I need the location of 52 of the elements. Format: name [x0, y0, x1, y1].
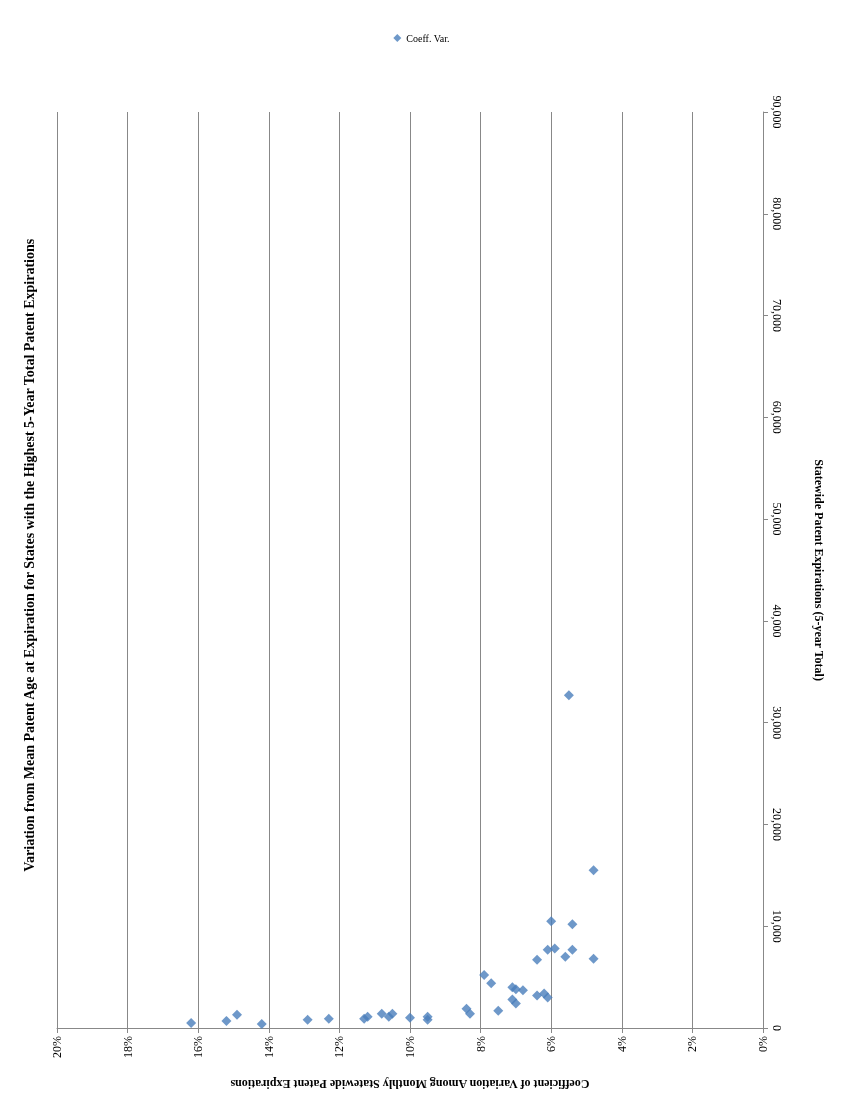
point: [532, 954, 543, 965]
point: [376, 1008, 387, 1019]
x-tick-label: 12%: [332, 1036, 347, 1058]
point: [517, 985, 528, 996]
point: [221, 1015, 232, 1026]
point: [532, 990, 543, 1001]
legend-label: Coeff. Var.: [406, 32, 450, 44]
y-tick-label: 40,000: [770, 604, 784, 638]
point: [405, 1012, 415, 1023]
x-tick-label: 0%: [756, 1036, 770, 1052]
point: [567, 919, 578, 930]
y-tick-label: 80,000: [770, 197, 784, 231]
point: [588, 865, 599, 876]
x-tick-label: 8%: [473, 1036, 488, 1052]
point: [232, 1009, 243, 1020]
point: [302, 1014, 313, 1025]
x-tick-label: 16%: [191, 1036, 206, 1058]
y-tick-label: 10,000: [770, 909, 784, 943]
x-tick-label: 14%: [261, 1036, 276, 1058]
y-tick-label: 50,000: [770, 502, 784, 536]
point: [387, 1008, 398, 1019]
point: [256, 1018, 267, 1029]
x-tick-label: 10%: [403, 1036, 417, 1058]
x-tick-label: 20%: [50, 1036, 64, 1058]
x-tick-label: 6%: [544, 1036, 559, 1052]
point: [186, 1017, 197, 1028]
text: Variation from Mean Patent Age at Expiration for States with the Highest 5-Year Total Patent Expirations: [21, 238, 37, 872]
point: [549, 943, 560, 954]
x-tick-label: 4%: [614, 1036, 629, 1052]
point: [588, 953, 599, 964]
point: [560, 951, 571, 962]
y-axis-title: Statewide Patent Expirations (5-year Total): [812, 459, 826, 681]
point: [493, 1005, 504, 1016]
x-tick-label: 2%: [685, 1036, 700, 1052]
point: [542, 944, 553, 955]
y-tick-label: 90,000: [770, 95, 784, 129]
y-tick-label: 30,000: [770, 706, 784, 740]
point: [510, 998, 521, 1009]
y-tick-label: 20,000: [770, 807, 784, 841]
y-tick-label: 0: [770, 1025, 784, 1031]
point: [465, 1008, 476, 1019]
point: [486, 978, 497, 989]
y-tick-label: 70,000: [770, 299, 784, 333]
point: [546, 916, 557, 927]
x-tick-label: 18%: [120, 1036, 135, 1058]
point: [323, 1013, 334, 1024]
x-axis-title: Coefficient of Variation Among Monthly Statewide Patent Expirations: [230, 1077, 590, 1091]
point: [563, 690, 574, 701]
point: [479, 970, 490, 981]
y-tick-label: 60,000: [770, 400, 784, 434]
point: [542, 992, 553, 1003]
point: [567, 944, 578, 955]
